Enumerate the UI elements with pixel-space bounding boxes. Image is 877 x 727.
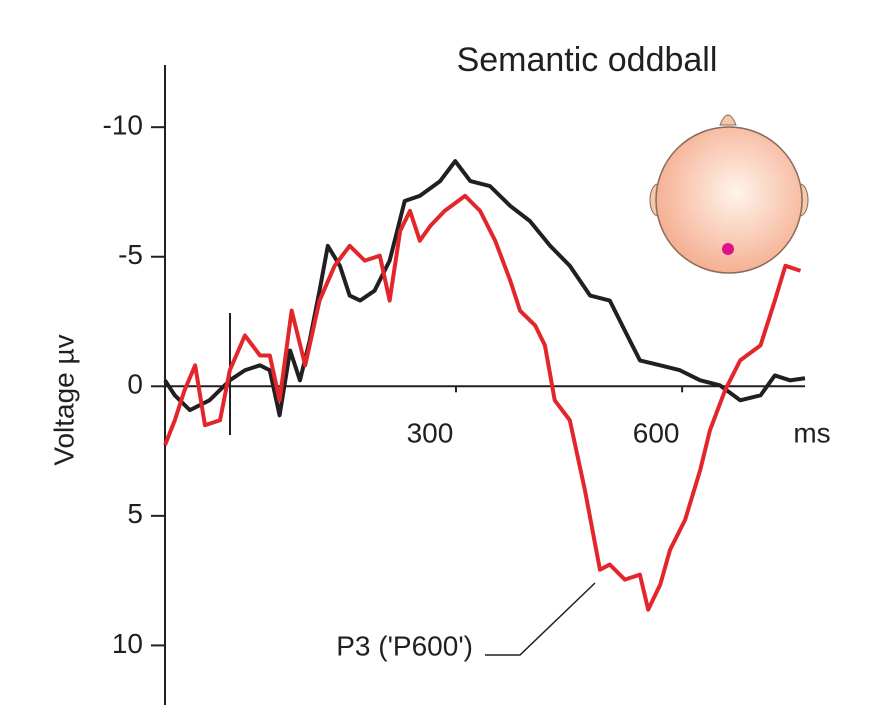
x-tick-label: 300 bbox=[407, 418, 454, 449]
chart-title: Semantic oddball bbox=[457, 41, 718, 79]
y-tick-label: 10 bbox=[112, 628, 143, 659]
x-tick-label: 600 bbox=[633, 418, 680, 449]
x-unit-label: ms bbox=[793, 417, 830, 448]
series-line bbox=[163, 193, 802, 612]
y-tick-label: 5 bbox=[127, 498, 143, 529]
y-tick-label: -5 bbox=[118, 239, 143, 270]
y-tick-label: 0 bbox=[127, 369, 143, 400]
head-icon bbox=[649, 114, 809, 274]
y-tick-label: -10 bbox=[103, 110, 143, 141]
series-line bbox=[163, 159, 806, 418]
y-axis-label: Voltage µv bbox=[48, 334, 79, 465]
annotation: P3 ('P600') bbox=[336, 630, 473, 661]
annotation-leader bbox=[485, 582, 596, 656]
